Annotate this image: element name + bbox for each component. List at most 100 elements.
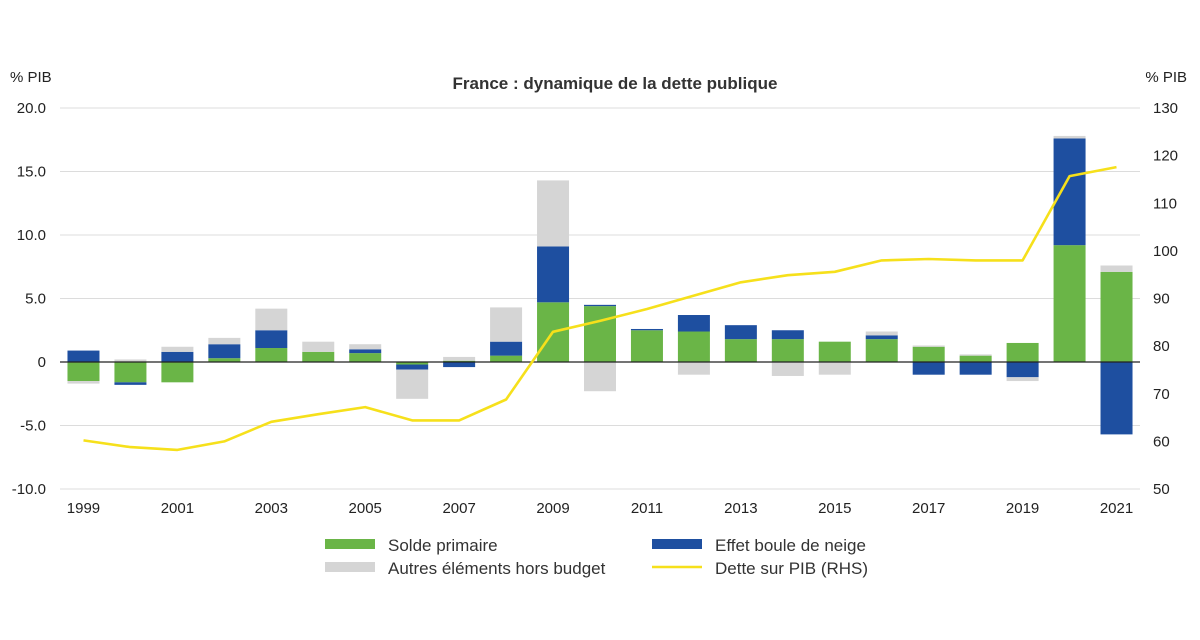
- left-y-tick-label: 0: [38, 354, 46, 371]
- bar-effet-boule-de-neige-2013: [724, 325, 757, 340]
- bar-autres-elements-hors-budget-2006: [396, 369, 429, 399]
- bar-effet-boule-de-neige-2009: [537, 246, 570, 303]
- bar-effet-boule-de-neige-2005: [349, 349, 382, 354]
- bar-solde-primaire-2003: [255, 348, 288, 362]
- bar-solde-primaire-2015: [818, 341, 851, 362]
- legend-swatch: [325, 562, 375, 572]
- bar-autres-elements-hors-budget-2021: [1100, 265, 1133, 272]
- bar-effet-boule-de-neige-2011: [630, 328, 663, 331]
- bar-solde-primaire-2005: [349, 353, 382, 362]
- left-y-tick-label: -10.0: [12, 481, 46, 498]
- bar-solde-primaire-2019: [1006, 342, 1039, 362]
- gridlines: [60, 107, 1140, 490]
- bar-autres-elements-hors-budget-2017: [912, 345, 945, 347]
- bar-solde-primaire-2020: [1053, 245, 1086, 362]
- legend-label: Dette sur PIB (RHS): [715, 559, 868, 578]
- bar-solde-primaire-1999: [67, 362, 100, 382]
- bar-effet-boule-de-neige-2018: [959, 362, 992, 375]
- legend-label: Solde primaire: [388, 536, 498, 555]
- bar-solde-primaire-2010: [584, 306, 616, 362]
- bar-solde-primaire-2002: [208, 358, 241, 362]
- bar-solde-primaire-2013: [724, 339, 757, 362]
- bar-solde-primaire-2016: [865, 339, 898, 362]
- x-tick-label: 2021: [1100, 500, 1133, 517]
- left-y-tick-label: 10.0: [17, 227, 46, 244]
- bar-effet-boule-de-neige-2003: [255, 330, 288, 349]
- right-y-tick-label: 50: [1153, 481, 1170, 498]
- bar-effet-boule-de-neige-2001: [161, 351, 194, 362]
- bar-solde-primaire-2008: [490, 355, 523, 362]
- right-y-tick-label: 70: [1153, 386, 1170, 403]
- right-y-tick-label: 120: [1153, 148, 1178, 165]
- bar-effet-boule-de-neige-2007: [443, 362, 476, 368]
- legend: Solde primaire Effet boule de neige Autres…: [325, 536, 868, 578]
- left-y-tick-label: 15.0: [17, 164, 46, 181]
- bar-autres-elements-hors-budget-2003: [255, 308, 288, 331]
- bar-effet-boule-de-neige-2020: [1053, 138, 1086, 246]
- bar-solde-primaire-2004: [302, 351, 335, 362]
- legend-label: Autres éléments hors budget: [388, 559, 606, 578]
- bar-solde-primaire-2012: [677, 331, 710, 362]
- left-y-tick-label: 20.0: [17, 100, 46, 117]
- bar-effet-boule-de-neige-2008: [490, 341, 523, 356]
- bar-solde-primaire-2001: [161, 362, 194, 383]
- bar-autres-elements-hors-budget-2004: [302, 341, 335, 352]
- bar-autres-elements-hors-budget-1999: [67, 381, 100, 384]
- bar-effet-boule-de-neige-2017: [912, 362, 945, 375]
- chart-title: France : dynamique de la dette publique: [453, 74, 778, 93]
- left-y-tick-label: 5.0: [25, 291, 46, 308]
- bar-effet-boule-de-neige-2019: [1006, 362, 1039, 378]
- bar-autres-elements-hors-budget-2010: [584, 362, 616, 392]
- right-y-axis: 130 120 110 100 90 80 70 60 50: [1153, 100, 1178, 498]
- bar-effet-boule-de-neige-2021: [1100, 362, 1133, 435]
- left-y-axis: 20.0 15.0 10.0 5.0 0 -5.0 -10.0: [12, 100, 46, 498]
- bar-effet-boule-de-neige-2006: [396, 364, 429, 370]
- bar-solde-primaire-2006: [396, 362, 429, 365]
- bar-series: [67, 135, 1133, 435]
- legend-swatch: [325, 539, 375, 549]
- x-tick-label: 2015: [818, 500, 851, 517]
- x-tick-label: 2011: [631, 500, 663, 517]
- bar-solde-primaire-2014: [771, 339, 804, 362]
- bar-solde-primaire-2018: [959, 355, 992, 362]
- bar-autres-elements-hors-budget-2001: [161, 346, 194, 352]
- bar-solde-primaire-2021: [1100, 271, 1133, 362]
- bar-solde-primaire-2007: [443, 360, 476, 362]
- x-tick-label: 1999: [67, 500, 100, 517]
- bar-autres-elements-hors-budget-2018: [959, 354, 992, 356]
- legend-label: Effet boule de neige: [715, 536, 866, 555]
- bar-effet-boule-de-neige-2000: [114, 382, 147, 385]
- bar-autres-elements-hors-budget-2019: [1006, 377, 1039, 382]
- bar-effet-boule-de-neige-2016: [865, 335, 898, 340]
- right-y-tick-label: 80: [1153, 338, 1170, 355]
- x-tick-label: 2013: [724, 500, 757, 517]
- bar-effet-boule-de-neige-2010: [584, 304, 616, 307]
- bar-autres-elements-hors-budget-2015: [818, 362, 851, 375]
- bar-autres-elements-hors-budget-2014: [771, 362, 804, 376]
- bar-solde-primaire-2017: [912, 346, 945, 362]
- line-series: [83, 165, 1117, 452]
- right-y-tick-label: 130: [1153, 100, 1178, 117]
- bar-effet-boule-de-neige-2012: [677, 315, 710, 332]
- bar-autres-elements-hors-budget-2009: [537, 180, 570, 247]
- x-tick-label: 2009: [536, 500, 569, 517]
- bar-autres-elements-hors-budget-2020: [1053, 135, 1086, 139]
- debt-ratio-line: [83, 165, 1117, 452]
- x-tick-label: 2003: [255, 500, 288, 517]
- x-tick-label: 2005: [349, 500, 382, 517]
- x-axis: 1999 2001 2003 2005 2007 2009 2011 2013 2015 2017…: [67, 500, 1133, 517]
- bar-autres-elements-hors-budget-2005: [349, 344, 382, 350]
- right-axis-unit: % PIB: [1145, 69, 1187, 86]
- legend-swatch: [652, 539, 702, 549]
- right-y-tick-label: 110: [1153, 195, 1177, 212]
- right-y-tick-label: 60: [1153, 433, 1170, 450]
- left-axis-unit: % PIB: [10, 69, 52, 86]
- x-tick-label: 2007: [442, 500, 475, 517]
- bar-effet-boule-de-neige-1999: [67, 350, 100, 362]
- bar-autres-elements-hors-budget-2007: [443, 356, 476, 361]
- right-y-tick-label: 90: [1153, 291, 1170, 308]
- bar-solde-primaire-2000: [114, 362, 147, 383]
- bar-autres-elements-hors-budget-2016: [865, 331, 898, 336]
